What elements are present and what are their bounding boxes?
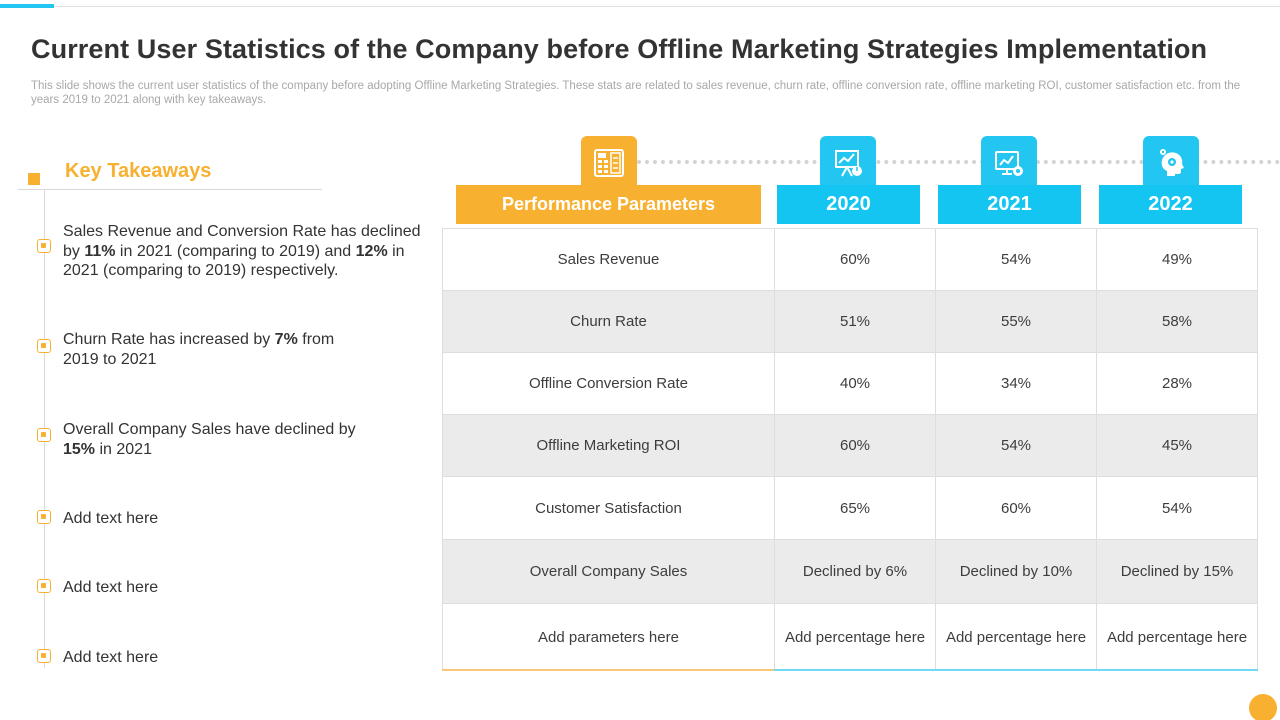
value-cell-2021: 55% [935,290,1097,353]
takeaway-text-part: Add text here [63,579,159,596]
header-dotted-connector [637,160,1280,164]
takeaway-text-part: Sales Revenue and Conversion Rate has de… [63,223,421,260]
table-row: Add parameters here Add percentage here Ad… [442,603,1258,671]
takeaway-text-part: Add text here [63,510,159,527]
value-cell-2020: Declined by 6% [774,539,936,604]
table-row: Sales Revenue 60% 54% 49% [442,228,1258,291]
parameter-name-cell: Offline Marketing ROI [442,414,775,477]
takeaway-highlight: 12% [355,242,388,260]
table-bottom-border-blue [774,669,1258,671]
takeaway-bullet-icon [37,339,51,353]
value-cell-2022: 54% [1096,476,1258,540]
header-year-2021: 2021 [938,185,1081,224]
table-row: Offline Conversion Rate 40% 34% 28% [442,352,1258,415]
value-cell-2022: 28% [1096,352,1258,415]
value-cell-2020: 65% [774,476,936,540]
slide-title: Current User Statistics of the Company b… [31,34,1208,64]
parameter-name-cell: Offline Conversion Rate [442,352,775,415]
table-row: Churn Rate 51% 55% 58% [442,290,1258,353]
value-cell-2020: 60% [774,228,936,291]
parameter-name-cell: Customer Satisfaction [442,476,775,540]
parameter-name-cell: Overall Company Sales [442,539,775,604]
takeaway-text-part: in 2021 [95,440,152,458]
value-cell-2022: 58% [1096,290,1258,353]
takeaway-text: Overall Company Sales have declined by 1… [63,420,363,459]
takeaway-bullet-icon [37,579,51,593]
value-cell-2021: 54% [935,414,1097,477]
calculator-icon [581,136,637,190]
gear-head-icon [1143,136,1199,190]
value-cell-2021: 60% [935,476,1097,540]
takeaway-highlight: 15% [63,440,96,458]
parameter-name-cell: Sales Revenue [442,228,775,291]
takeaway-highlight: 11% [84,242,116,260]
header-year-2022: 2022 [1099,185,1242,224]
value-cell-2022: 45% [1096,414,1258,477]
table-row: Offline Marketing ROI 60% 54% 45% [442,414,1258,477]
key-takeaways-title: Key Takeaways [65,160,212,182]
key-takeaways-underline [18,189,322,190]
takeaway-bullet-icon [37,649,51,663]
table-row: Customer Satisfaction 65% 60% 54% [442,476,1258,540]
takeaway-text-part: Add text here [63,649,159,666]
value-cell-2022: 49% [1096,228,1258,291]
takeaway-bullet-icon [37,510,51,524]
takeaway-text: Sales Revenue and Conversion Rate has de… [63,222,423,281]
value-cell-2020: 40% [774,352,936,415]
takeaway-highlight: 7% [274,331,298,348]
value-cell-2020: 60% [774,414,936,477]
parameter-name-cell: Add parameters here [442,603,775,671]
key-takeaways-marker [28,173,40,185]
takeaway-text: Add text here [63,578,363,598]
value-cell-2022: Add percentage here [1096,603,1258,671]
top-accent-bar [0,4,54,8]
takeaway-bullet-icon [37,428,51,442]
takeaway-bullet-icon [37,239,51,253]
takeaway-text: Churn Rate has increased by 7% from 2019… [63,330,353,369]
monitor-chart-icon [981,136,1037,190]
takeaway-text-part: Churn Rate has increased by [63,331,275,348]
value-cell-2021: Declined by 10% [935,539,1097,604]
statistics-table: Sales Revenue 60% 54% 49% Churn Rate 51% 55% 58… [442,228,1258,671]
takeaway-text: Add text here [63,509,363,529]
corner-decoration [1249,694,1277,720]
value-cell-2020: Add percentage here [774,603,936,671]
takeaway-text-part: in 2021 (comparing to 2019) and [115,242,356,260]
takeaway-text-part: from 2019 to 2021 [63,331,335,368]
takeaway-text: Add text here [63,648,363,668]
value-cell-2021: 54% [935,228,1097,291]
top-divider [0,6,1280,7]
header-performance-parameters: Performance Parameters [456,185,761,224]
value-cell-2022: Declined by 15% [1096,539,1258,604]
parameter-name-cell: Churn Rate [442,290,775,353]
value-cell-2021: 34% [935,352,1097,415]
header-year-2020: 2020 [777,185,920,224]
takeaway-text-part: Overall Company Sales have declined by [63,421,356,438]
presentation-chart-icon [820,136,876,190]
value-cell-2021: Add percentage here [935,603,1097,671]
slide-subtitle: This slide shows the current user statis… [31,80,1241,106]
table-row: Overall Company Sales Declined by 6% Decli… [442,539,1258,604]
value-cell-2020: 51% [774,290,936,353]
takeaway-text-part: in 2021 (comparing to 2019) respectively… [63,242,405,280]
table-bottom-border-orange [442,669,774,671]
